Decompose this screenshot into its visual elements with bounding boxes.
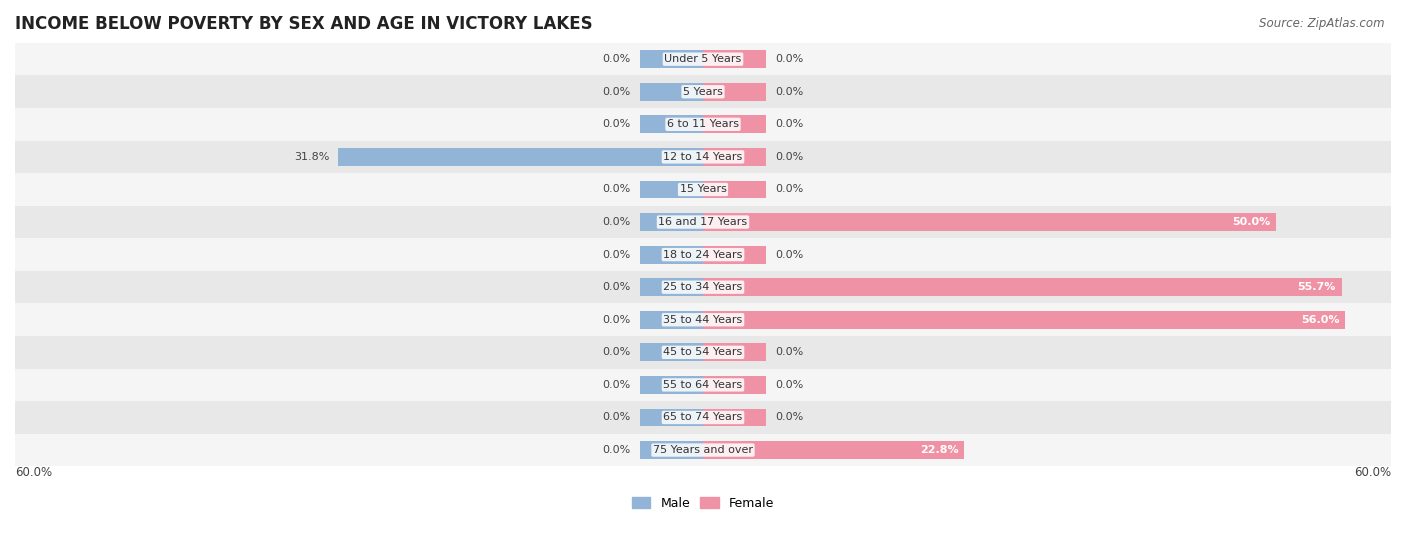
Bar: [703, 343, 766, 361]
Bar: [15, 75, 1391, 108]
Text: 0.0%: 0.0%: [603, 87, 631, 97]
Text: 22.8%: 22.8%: [920, 445, 959, 455]
Bar: [703, 245, 766, 264]
Legend: Male, Female: Male, Female: [627, 492, 779, 515]
Text: 50.0%: 50.0%: [1232, 217, 1271, 227]
Bar: [640, 376, 703, 394]
Text: 6 to 11 Years: 6 to 11 Years: [666, 119, 740, 129]
Bar: [640, 213, 703, 231]
Text: 12 to 14 Years: 12 to 14 Years: [664, 152, 742, 162]
Text: 0.0%: 0.0%: [775, 380, 803, 390]
Bar: [640, 278, 703, 296]
Bar: [703, 441, 965, 459]
Text: 55 to 64 Years: 55 to 64 Years: [664, 380, 742, 390]
Text: Source: ZipAtlas.com: Source: ZipAtlas.com: [1260, 17, 1385, 30]
Text: 25 to 34 Years: 25 to 34 Years: [664, 282, 742, 292]
Text: INCOME BELOW POVERTY BY SEX AND AGE IN VICTORY LAKES: INCOME BELOW POVERTY BY SEX AND AGE IN V…: [15, 15, 592, 33]
Text: 0.0%: 0.0%: [775, 54, 803, 64]
Bar: [703, 50, 766, 68]
Text: 0.0%: 0.0%: [603, 315, 631, 325]
Text: 0.0%: 0.0%: [775, 347, 803, 357]
Bar: [640, 115, 703, 133]
Text: 0.0%: 0.0%: [775, 250, 803, 259]
Bar: [703, 83, 766, 101]
Text: 0.0%: 0.0%: [775, 119, 803, 129]
Text: 31.8%: 31.8%: [294, 152, 329, 162]
Text: 60.0%: 60.0%: [15, 466, 52, 480]
Bar: [15, 238, 1391, 271]
Text: 5 Years: 5 Years: [683, 87, 723, 97]
Text: 0.0%: 0.0%: [603, 250, 631, 259]
Bar: [15, 173, 1391, 206]
Bar: [15, 141, 1391, 173]
Text: 18 to 24 Years: 18 to 24 Years: [664, 250, 742, 259]
Bar: [15, 434, 1391, 466]
Bar: [640, 343, 703, 361]
Bar: [339, 148, 703, 166]
Text: 35 to 44 Years: 35 to 44 Years: [664, 315, 742, 325]
Bar: [703, 181, 766, 198]
Text: 0.0%: 0.0%: [603, 413, 631, 423]
Bar: [15, 271, 1391, 304]
Text: 0.0%: 0.0%: [603, 184, 631, 195]
Text: 45 to 54 Years: 45 to 54 Years: [664, 347, 742, 357]
Text: 0.0%: 0.0%: [775, 152, 803, 162]
Text: 0.0%: 0.0%: [775, 184, 803, 195]
Text: 0.0%: 0.0%: [603, 54, 631, 64]
Bar: [640, 50, 703, 68]
Bar: [640, 409, 703, 427]
Bar: [640, 441, 703, 459]
Text: 0.0%: 0.0%: [603, 445, 631, 455]
Bar: [640, 181, 703, 198]
Bar: [703, 148, 766, 166]
Bar: [15, 401, 1391, 434]
Bar: [703, 278, 1341, 296]
Text: 0.0%: 0.0%: [603, 119, 631, 129]
Bar: [703, 115, 766, 133]
Text: 15 Years: 15 Years: [679, 184, 727, 195]
Bar: [703, 376, 766, 394]
Bar: [640, 245, 703, 264]
Bar: [703, 409, 766, 427]
Text: Under 5 Years: Under 5 Years: [665, 54, 741, 64]
Text: 16 and 17 Years: 16 and 17 Years: [658, 217, 748, 227]
Bar: [15, 43, 1391, 75]
Text: 0.0%: 0.0%: [603, 282, 631, 292]
Bar: [15, 108, 1391, 141]
Text: 75 Years and over: 75 Years and over: [652, 445, 754, 455]
Text: 0.0%: 0.0%: [603, 380, 631, 390]
Bar: [15, 368, 1391, 401]
Text: 60.0%: 60.0%: [1354, 466, 1391, 480]
Bar: [640, 311, 703, 329]
Bar: [703, 311, 1346, 329]
Bar: [703, 213, 1277, 231]
Text: 65 to 74 Years: 65 to 74 Years: [664, 413, 742, 423]
Text: 0.0%: 0.0%: [775, 87, 803, 97]
Text: 56.0%: 56.0%: [1301, 315, 1340, 325]
Bar: [15, 336, 1391, 368]
Bar: [15, 206, 1391, 238]
Bar: [640, 83, 703, 101]
Text: 55.7%: 55.7%: [1298, 282, 1336, 292]
Text: 0.0%: 0.0%: [603, 217, 631, 227]
Text: 0.0%: 0.0%: [775, 413, 803, 423]
Text: 0.0%: 0.0%: [603, 347, 631, 357]
Bar: [15, 304, 1391, 336]
